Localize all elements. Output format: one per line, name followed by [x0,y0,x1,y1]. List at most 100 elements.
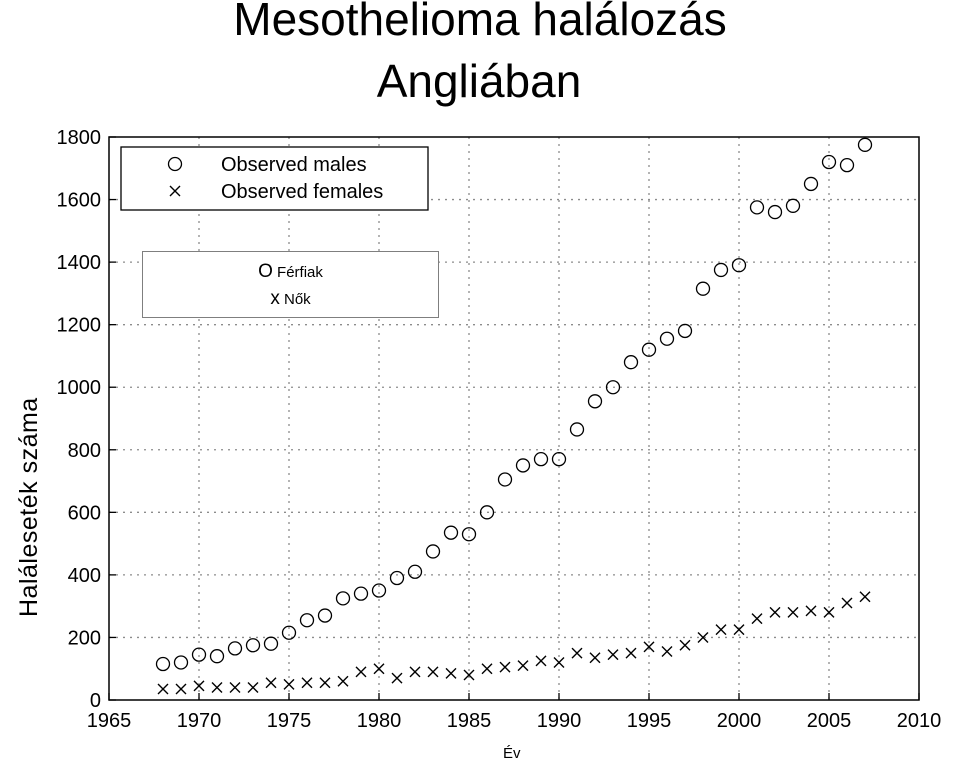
legend-marker-x [169,185,181,197]
female-point [661,646,673,658]
x-tick-label: 1985 [447,710,492,732]
female-point [571,647,583,659]
title-line-2: Angliában [376,55,582,107]
female-point [607,649,619,661]
x-tick-label: 2000 [717,710,762,732]
female-point [733,624,745,636]
male-point [497,472,513,487]
female-point [175,683,187,695]
male-point [677,323,693,339]
y-tick-label: 1400 [57,252,102,274]
male-point [173,655,189,670]
female-point [337,675,349,687]
male-point [749,200,765,215]
overlay-legend-males: O Férfiak [143,261,438,283]
x-tick-label: 2010 [897,710,942,732]
male-point [317,608,333,623]
male-point [245,638,261,653]
female-point [805,605,817,617]
male-point [623,355,639,370]
x-tick-label: 1990 [537,710,582,732]
y-tick-label: 400 [68,565,101,587]
female-point [247,681,259,693]
female-point [859,591,871,603]
overlay-legend: O Férfiak x Nők [142,251,439,318]
female-point [373,663,385,675]
female-point [625,647,637,659]
male-point [569,422,585,437]
male-point [821,154,837,170]
female-point [841,597,853,609]
male-point [191,647,207,662]
female-point [535,655,547,667]
female-point [409,666,421,678]
female-point [643,641,655,653]
female-point [211,681,223,693]
legend-entry-label: Observed males [221,154,367,176]
male-point [353,586,369,601]
male-point [695,281,711,296]
overlay-legend-females: x Nők [143,288,438,310]
male-point [371,583,387,598]
male-point [443,525,459,540]
male-point [155,656,171,672]
males-symbol: O [258,261,273,282]
legend-marker-circle [167,156,183,172]
male-point [767,204,783,220]
females-symbol: x [270,288,280,309]
female-point [319,677,331,689]
female-point [769,606,781,618]
male-point [803,176,819,192]
male-point [461,527,477,542]
x-axis-label: Év [503,745,521,762]
female-point [751,613,763,625]
legend-entry-label: Observed females [221,181,383,203]
female-point [229,681,241,693]
male-point [785,198,801,213]
male-point [713,262,729,278]
female-point [427,666,439,678]
plot-frame [108,136,920,701]
female-point [445,667,457,679]
x-tick-label: 1975 [267,710,312,732]
male-point [299,613,315,628]
male-point [479,505,495,520]
male-point [281,625,297,640]
female-point [715,624,727,636]
x-tick-label: 1965 [87,710,132,732]
male-point [857,137,873,152]
female-point [787,606,799,618]
male-point [731,258,747,273]
female-point [463,669,475,681]
male-point [839,157,855,173]
female-point [391,672,403,684]
male-point [605,380,621,395]
x-tick-label: 1995 [627,710,672,732]
x-tick-label: 1970 [177,710,222,732]
male-point [335,591,351,606]
y-tick-label: 1200 [57,315,102,337]
female-point [355,666,367,678]
males-label: Férfiak [277,264,323,281]
female-point [283,678,295,690]
male-point [659,331,675,346]
male-point [533,452,549,467]
female-point [265,677,277,689]
female-point [301,677,313,689]
male-point [263,636,279,651]
male-point [407,564,423,579]
male-point [227,641,243,656]
female-point [499,661,511,673]
x-tick-label: 1980 [357,710,402,732]
title-line-1: Mesothelioma halálozás [233,0,727,45]
y-tick-label: 600 [68,502,101,524]
male-point [425,544,441,559]
female-point [553,656,565,668]
male-point [209,649,225,664]
male-point [587,394,603,409]
male-point [551,452,567,467]
female-point [517,660,529,672]
female-point [193,680,205,692]
female-point [697,631,709,643]
